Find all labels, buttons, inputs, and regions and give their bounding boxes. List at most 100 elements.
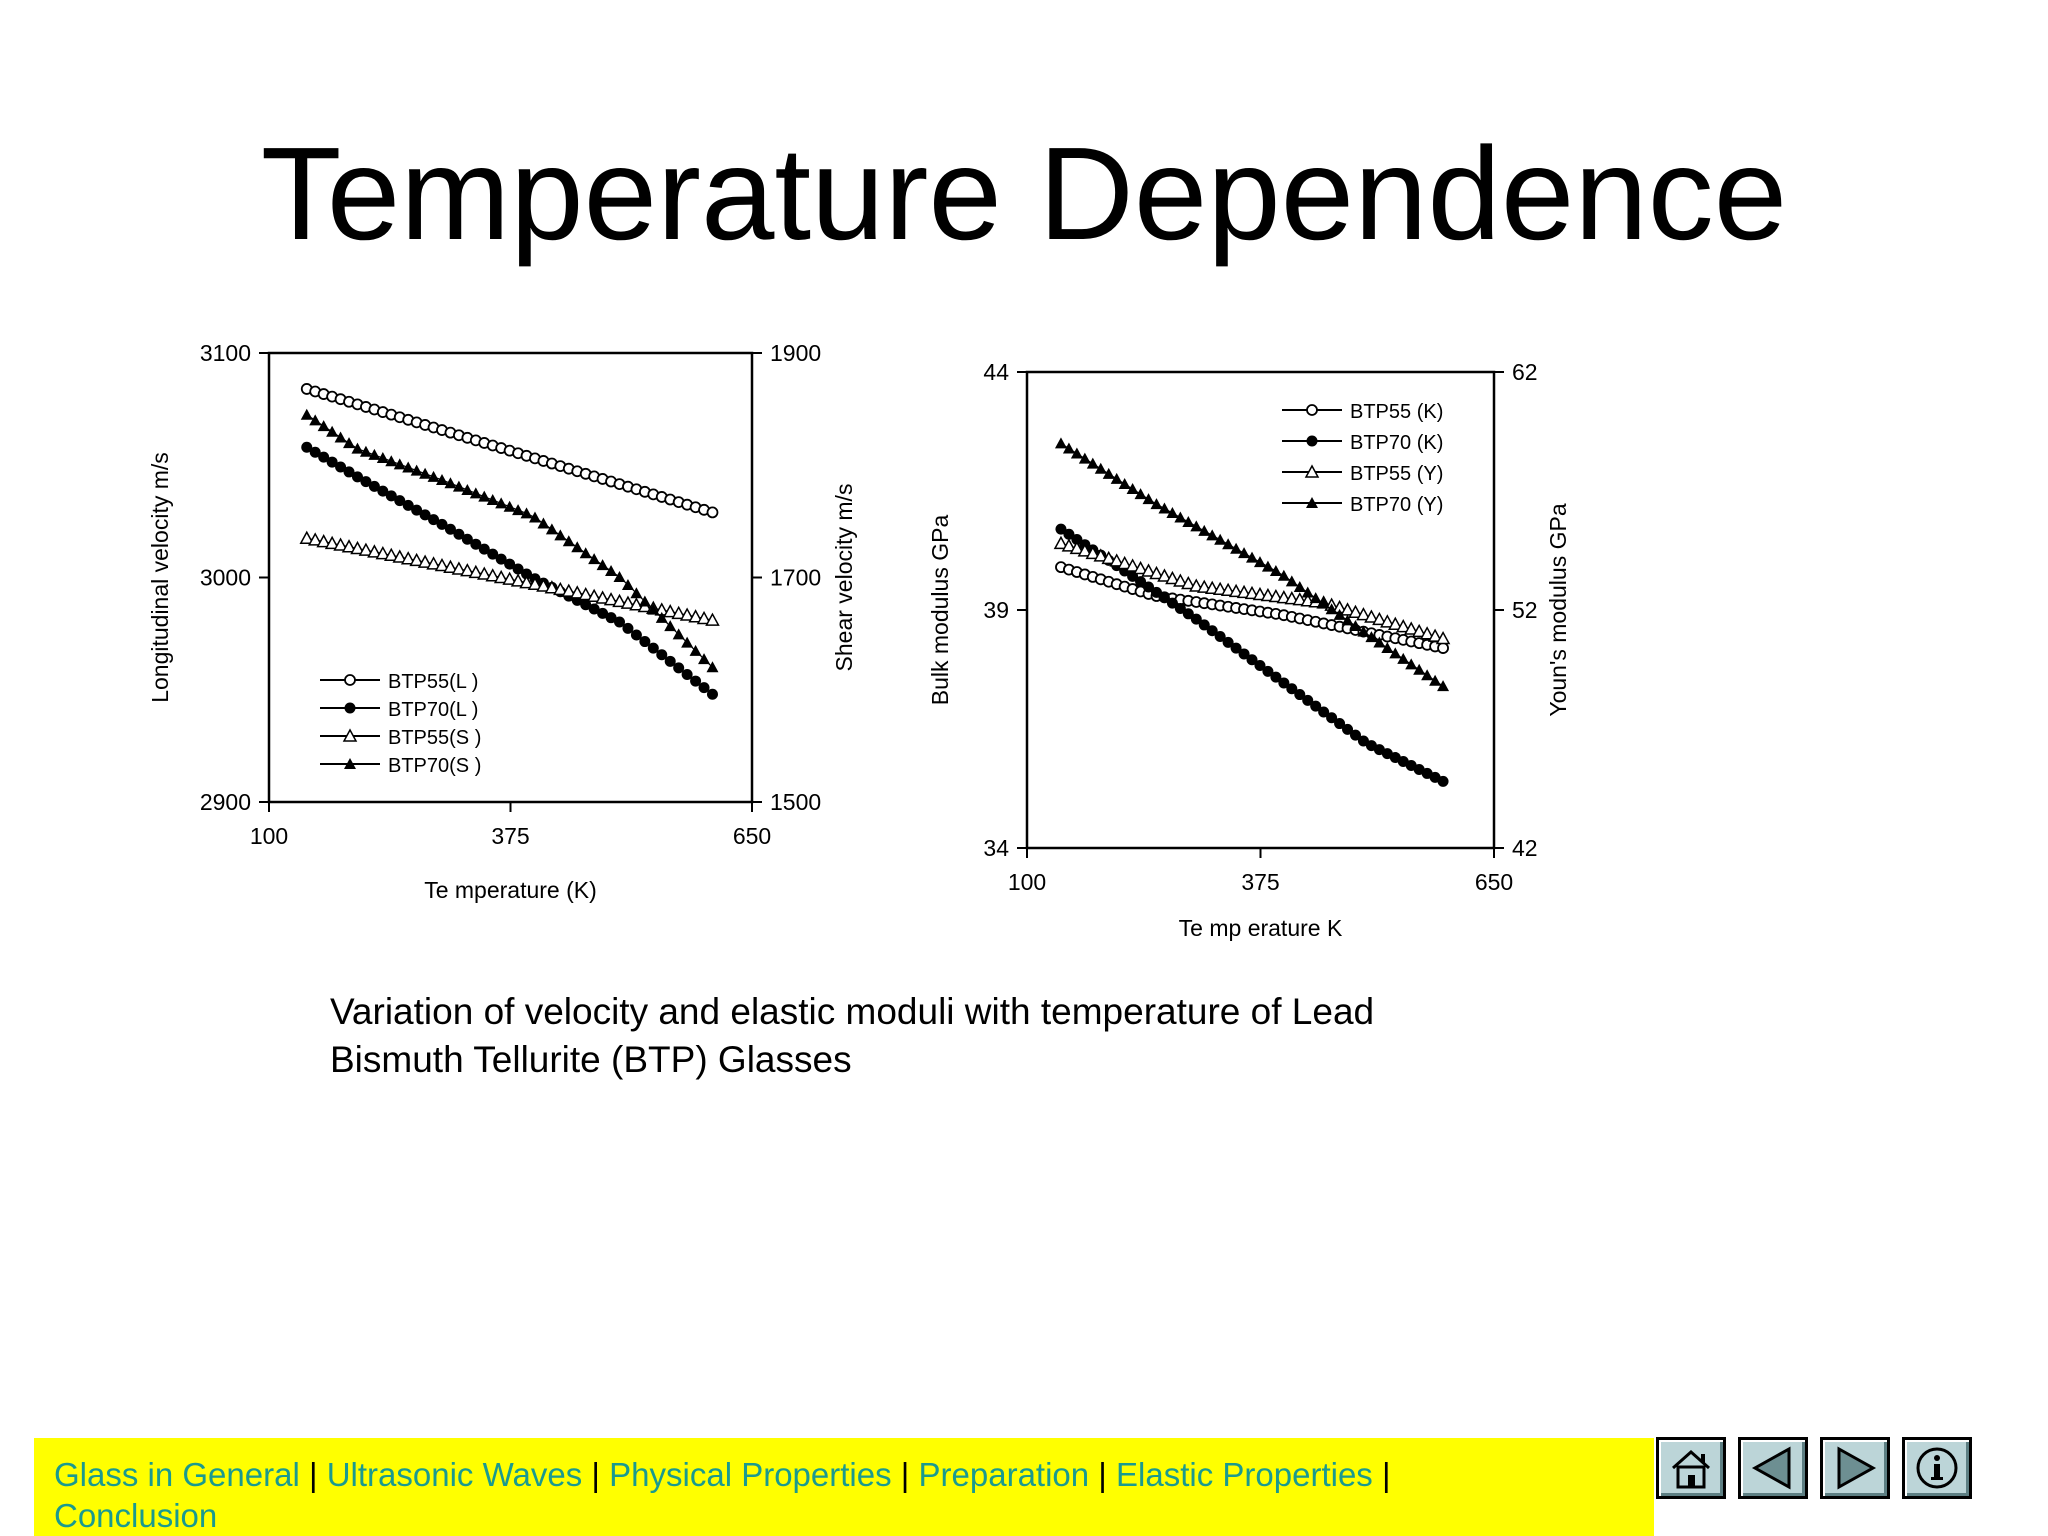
y2-tick-label: 62 — [1512, 359, 1538, 385]
data-point — [1214, 533, 1227, 545]
home-button[interactable] — [1656, 1437, 1726, 1499]
data-point — [1244, 585, 1260, 600]
previous-slide-button[interactable] — [1738, 1437, 1808, 1499]
caption-line-1: Variation of velocity and elastic moduli… — [330, 991, 1375, 1032]
slide-navigation-buttons — [1654, 1437, 2048, 1517]
data-point — [1261, 560, 1274, 572]
data-point — [300, 408, 313, 420]
data-point — [689, 644, 702, 656]
data-point — [411, 504, 423, 516]
x-tick-label: 100 — [1008, 869, 1046, 895]
data-point — [569, 585, 585, 599]
data-point — [1437, 642, 1449, 654]
data-point — [1220, 582, 1236, 597]
y2-tick-label: 1500 — [770, 789, 821, 815]
data-point — [367, 544, 382, 558]
nav-link-preparation[interactable]: Preparation — [918, 1456, 1090, 1493]
info-button[interactable] — [1902, 1437, 1972, 1499]
data-point — [512, 563, 524, 575]
nav-link-elastic-properties[interactable]: Elastic Properties — [1116, 1456, 1373, 1493]
data-point — [536, 578, 551, 592]
data-point — [1342, 723, 1354, 735]
data-point — [436, 518, 448, 530]
series-1 — [300, 383, 719, 519]
data-point — [612, 593, 627, 608]
data-point — [1110, 472, 1123, 484]
data-point — [358, 542, 374, 556]
series-4 — [1054, 437, 1450, 692]
data-point — [1157, 568, 1172, 582]
data-point — [1222, 636, 1234, 648]
data-point — [402, 461, 415, 473]
data-point — [561, 583, 577, 597]
caption-line-2: Bismuth Tellurite (BTP) Glasses — [330, 1039, 852, 1080]
data-point — [385, 455, 398, 467]
data-point — [621, 578, 634, 590]
next-slide-button[interactable] — [1820, 1437, 1890, 1499]
data-point — [706, 506, 719, 519]
data-point — [1246, 654, 1258, 666]
data-point — [1182, 608, 1194, 620]
nav-link-physical-properties[interactable]: Physical Properties — [609, 1456, 892, 1493]
data-point — [426, 556, 441, 570]
data-point — [1094, 462, 1107, 474]
data-point — [1126, 483, 1139, 495]
data-point — [597, 607, 609, 619]
legend-label: BTP55(S ) — [388, 727, 481, 749]
data-point — [443, 559, 458, 573]
data-point — [335, 461, 347, 473]
data-point — [512, 504, 525, 516]
data-point — [1196, 579, 1212, 593]
data-point — [1301, 586, 1314, 598]
data-point — [384, 547, 399, 562]
y-tick-label: 44 — [983, 359, 1009, 385]
data-point — [461, 533, 473, 545]
data-point — [351, 442, 364, 454]
data-point — [360, 476, 372, 488]
data-point — [1230, 642, 1242, 654]
data-point — [1158, 592, 1170, 604]
data-point — [664, 620, 677, 632]
data-point — [620, 595, 636, 609]
data-point — [316, 534, 331, 548]
data-point — [1085, 545, 1101, 560]
y2-tick-label: 1900 — [770, 340, 821, 366]
data-point — [681, 636, 694, 648]
data-point — [427, 470, 440, 482]
legend-marker — [344, 758, 356, 769]
data-point — [1419, 626, 1435, 640]
data-point — [1373, 636, 1386, 648]
data-point — [690, 675, 702, 687]
data-point — [1427, 628, 1443, 642]
nav-link-glass-in-general[interactable]: Glass in General — [54, 1456, 300, 1493]
data-point — [470, 538, 482, 550]
data-point — [1333, 608, 1346, 620]
y2-tick-label: 52 — [1512, 597, 1538, 623]
data-point — [1260, 587, 1276, 602]
data-point — [1293, 580, 1306, 592]
data-point — [1181, 575, 1196, 590]
data-point — [1349, 729, 1361, 741]
data-point — [1302, 694, 1314, 706]
data-point — [436, 473, 449, 485]
data-point — [1381, 641, 1394, 653]
data-point — [528, 511, 541, 523]
y-axis-label: Bulk modulus GPa — [927, 515, 953, 706]
nav-link-conclusion[interactable]: Conclusion — [54, 1497, 218, 1534]
legend-label: BTP55(L ) — [388, 671, 478, 693]
data-point — [1294, 689, 1306, 701]
data-point — [301, 441, 313, 453]
data-point — [588, 553, 601, 565]
data-point — [394, 495, 406, 507]
series-3 — [1053, 535, 1451, 645]
x-tick-label: 375 — [1241, 869, 1279, 895]
legend-label: BTP70(L ) — [388, 699, 478, 721]
y2-tick-label: 1700 — [770, 565, 821, 591]
legend-marker — [342, 728, 358, 742]
data-point — [1284, 591, 1300, 605]
nav-link-ultrasonic-waves[interactable]: Ultrasonic Waves — [326, 1456, 583, 1493]
series-3 — [299, 530, 720, 626]
data-point — [1286, 683, 1298, 695]
data-point — [1310, 700, 1322, 712]
data-point — [1372, 611, 1387, 626]
